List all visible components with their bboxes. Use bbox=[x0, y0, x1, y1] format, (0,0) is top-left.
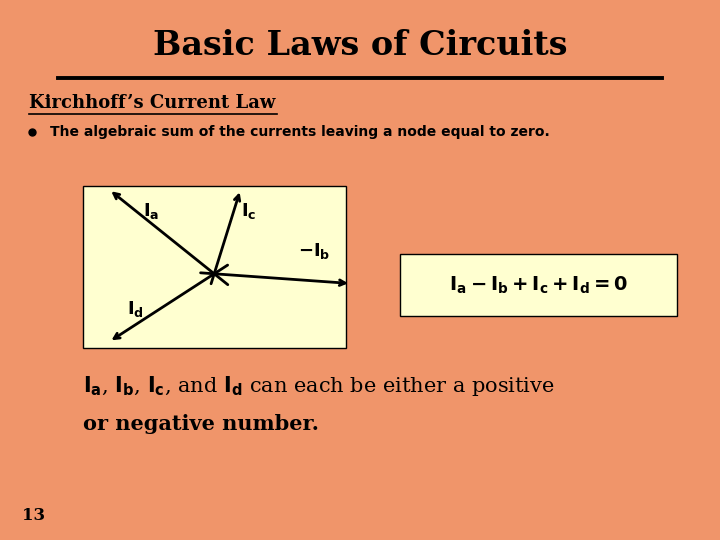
Text: $\mathbf{-I_b}$: $\mathbf{-I_b}$ bbox=[298, 241, 330, 261]
Text: $\mathbf{I_d}$: $\mathbf{I_d}$ bbox=[127, 299, 144, 320]
Text: 13: 13 bbox=[22, 507, 45, 524]
Text: or negative number.: or negative number. bbox=[83, 414, 319, 434]
Text: $\mathbf{I_a}$, $\mathbf{I_b}$, $\mathbf{I_c}$, and $\mathbf{I_d}$ can each be e: $\mathbf{I_a}$, $\mathbf{I_b}$, $\mathbf… bbox=[83, 374, 554, 398]
Text: The algebraic sum of the currents leaving a node equal to zero.: The algebraic sum of the currents leavin… bbox=[50, 125, 550, 139]
Text: $\mathbf{I_a - I_b + I_c + I_d = 0}$: $\mathbf{I_a - I_b + I_c + I_d = 0}$ bbox=[449, 274, 628, 295]
Text: Basic Laws of Circuits: Basic Laws of Circuits bbox=[153, 29, 567, 63]
Text: $\mathbf{I_a}$: $\mathbf{I_a}$ bbox=[143, 200, 159, 221]
Text: Kirchhoff’s Current Law: Kirchhoff’s Current Law bbox=[29, 93, 275, 112]
Bar bbox=[83, 186, 346, 348]
Text: $\mathbf{I_c}$: $\mathbf{I_c}$ bbox=[240, 200, 256, 221]
Bar bbox=[400, 254, 677, 316]
